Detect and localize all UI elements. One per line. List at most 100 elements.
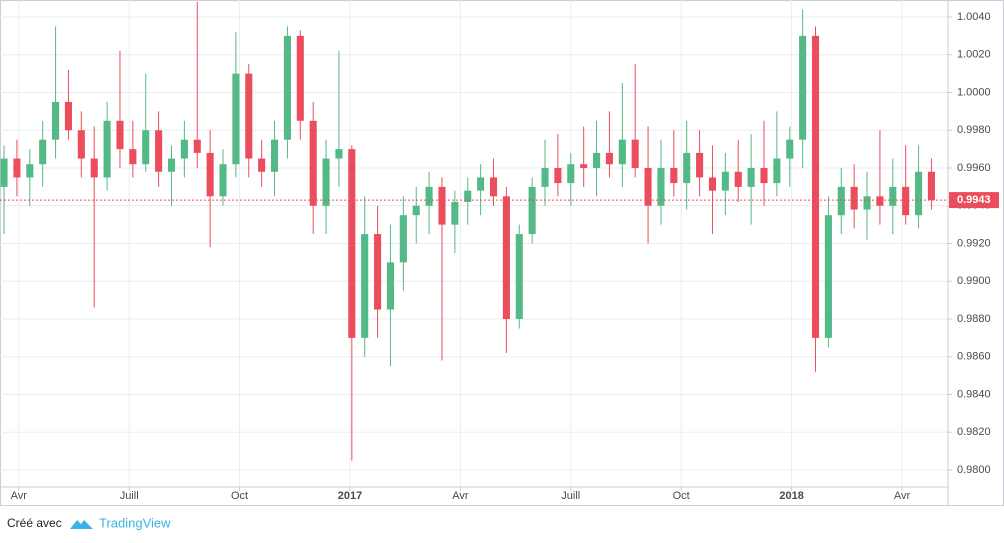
candle-body: [0, 158, 8, 187]
x-tick-label: Juill: [561, 490, 580, 502]
y-tick-label: 0.9920: [957, 237, 991, 249]
x-tick-label: Avr: [11, 490, 28, 502]
candle-body: [721, 171, 729, 191]
candle-body: [515, 234, 523, 320]
candle-body: [889, 186, 897, 206]
candle-body: [52, 101, 60, 140]
candle-body: [206, 152, 214, 197]
candle-body: [232, 73, 240, 165]
candle-body: [103, 120, 111, 178]
candle-body: [451, 201, 459, 225]
x-tick-label: Juill: [120, 490, 139, 502]
candle-body: [876, 196, 884, 206]
candle-body: [477, 177, 485, 191]
y-tick-label: 0.9900: [957, 275, 991, 287]
candle-body: [348, 149, 356, 338]
candle-body: [26, 164, 34, 178]
candle-body: [258, 158, 266, 172]
candle-body: [618, 139, 626, 165]
candle-body: [438, 186, 446, 225]
candle-body: [567, 164, 575, 184]
candle-body: [283, 35, 291, 140]
candle-body: [631, 139, 639, 168]
candle-body: [116, 120, 124, 150]
candle-body: [902, 186, 910, 216]
candle-body: [180, 139, 188, 159]
candle-body: [322, 158, 330, 206]
tradingview-logo[interactable]: TradingView: [70, 515, 171, 530]
candle-body: [837, 186, 845, 216]
candle-body: [605, 152, 613, 165]
candle-body: [786, 139, 794, 159]
candle-body: [593, 152, 601, 168]
candle-body: [386, 262, 395, 310]
y-tick-label: 1.0020: [957, 49, 991, 61]
logo-icon: [70, 520, 93, 529]
candle-body: [580, 164, 588, 168]
x-tick-label: Avr: [452, 490, 469, 502]
footer: [0, 506, 1004, 543]
y-tick-label: 1.0040: [957, 11, 991, 23]
candle-body: [142, 130, 150, 165]
y-tick-label: 0.9980: [957, 124, 991, 136]
axes: 0.9800 0.9820 0.9840 0.9860 0.9880 0.9900 0.99…: [11, 11, 999, 502]
candle-body: [863, 196, 871, 210]
candle-body: [528, 186, 536, 235]
candle-body: [374, 234, 382, 310]
x-tick-label: Oct: [231, 490, 248, 502]
grid: [0, 0, 948, 487]
y-tick-label: 0.9860: [957, 351, 991, 363]
last-price-label: 0.9943: [957, 194, 991, 206]
candle-body: [412, 205, 420, 216]
candle-body: [77, 130, 85, 159]
candle-body: [850, 186, 858, 210]
candle-body: [644, 167, 652, 206]
candle-body: [811, 35, 820, 338]
candle-body: [760, 167, 768, 184]
candle-body: [554, 167, 562, 184]
candle-body: [696, 152, 704, 178]
candle-body: [657, 167, 665, 206]
last-price-box: [949, 192, 999, 209]
candle-body: [425, 186, 433, 206]
x-tick-label: 2018: [779, 490, 803, 502]
candle-body: [129, 149, 137, 165]
candle-body: [489, 177, 498, 197]
candle-body: [683, 152, 691, 184]
x-tick-label: Avr: [894, 490, 911, 502]
candles: [0, 1, 948, 461]
candle-body: [708, 177, 717, 191]
footer-text: Créé avec: [7, 516, 62, 530]
candle-body: [734, 171, 742, 187]
candle-body: [670, 167, 678, 184]
y-tick-label: 1.0000: [957, 86, 991, 98]
chart-frame: [0, 0, 1004, 506]
y-tick-label: 0.9800: [957, 464, 991, 476]
x-tick-label: 2017: [338, 490, 362, 502]
candle-body: [799, 35, 807, 140]
candle-body: [309, 120, 317, 206]
candle-body: [399, 215, 407, 263]
candle-body: [245, 73, 253, 159]
candle-body: [13, 158, 21, 178]
candle-body: [773, 158, 781, 184]
candle-body: [90, 158, 98, 178]
candle-body: [193, 139, 201, 153]
candle-body: [915, 171, 923, 216]
candle-body: [927, 171, 935, 201]
candle-body: [167, 158, 176, 172]
candle-body: [541, 167, 549, 187]
candle-body: [747, 167, 755, 187]
candle-body: [270, 139, 279, 172]
candle-body: [155, 130, 163, 172]
x-tick-label: Oct: [673, 490, 690, 502]
y-tick-label: 0.9880: [957, 313, 991, 325]
y-tick-label: 0.9820: [957, 426, 991, 438]
candle-body: [361, 234, 369, 338]
candle-body: [219, 164, 227, 197]
candle-body: [39, 139, 47, 165]
y-tick-label: 0.9960: [957, 162, 991, 174]
candle-body: [335, 149, 343, 159]
footer-brand[interactable]: TradingView: [99, 515, 171, 530]
